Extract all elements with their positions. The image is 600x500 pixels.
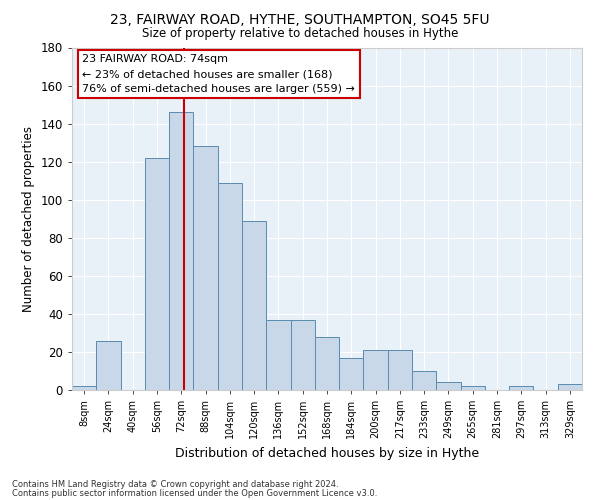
- Bar: [509, 386, 533, 390]
- Bar: [461, 386, 485, 390]
- Text: 23, FAIRWAY ROAD, HYTHE, SOUTHAMPTON, SO45 5FU: 23, FAIRWAY ROAD, HYTHE, SOUTHAMPTON, SO…: [110, 12, 490, 26]
- Bar: [315, 336, 339, 390]
- Text: Contains HM Land Registry data © Crown copyright and database right 2024.: Contains HM Land Registry data © Crown c…: [12, 480, 338, 489]
- Bar: [169, 112, 193, 390]
- Bar: [193, 146, 218, 390]
- Text: 23 FAIRWAY ROAD: 74sqm
← 23% of detached houses are smaller (168)
76% of semi-de: 23 FAIRWAY ROAD: 74sqm ← 23% of detached…: [82, 54, 355, 94]
- Bar: [145, 158, 169, 390]
- Bar: [436, 382, 461, 390]
- Y-axis label: Number of detached properties: Number of detached properties: [22, 126, 35, 312]
- Bar: [388, 350, 412, 390]
- Bar: [242, 220, 266, 390]
- Text: Size of property relative to detached houses in Hythe: Size of property relative to detached ho…: [142, 28, 458, 40]
- Bar: [290, 320, 315, 390]
- Bar: [266, 320, 290, 390]
- X-axis label: Distribution of detached houses by size in Hythe: Distribution of detached houses by size …: [175, 446, 479, 460]
- Bar: [412, 371, 436, 390]
- Bar: [558, 384, 582, 390]
- Bar: [364, 350, 388, 390]
- Text: Contains public sector information licensed under the Open Government Licence v3: Contains public sector information licen…: [12, 488, 377, 498]
- Bar: [72, 386, 96, 390]
- Bar: [339, 358, 364, 390]
- Bar: [96, 340, 121, 390]
- Bar: [218, 182, 242, 390]
